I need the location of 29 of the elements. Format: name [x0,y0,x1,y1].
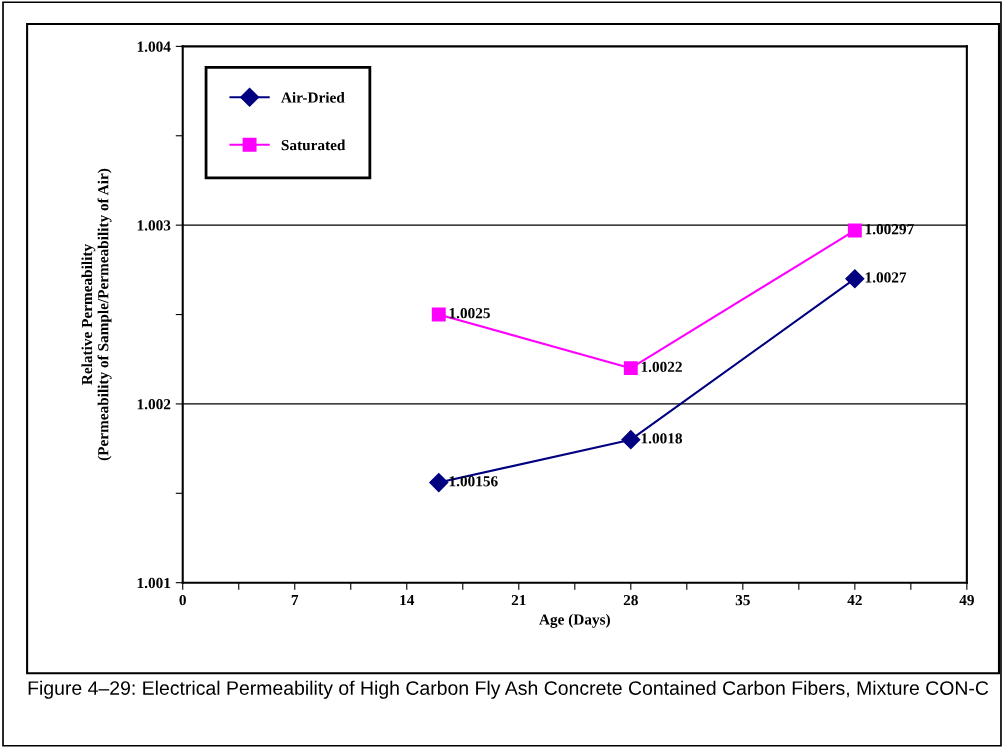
legend-label: Saturated [281,139,346,151]
x-tick-label: 21 [511,594,526,606]
legend-label: Air-Dried [281,91,345,103]
point [623,361,638,376]
data-label: 1.0027 [865,272,907,283]
data-label: 1.0022 [641,361,682,373]
x-tick-label: 28 [623,594,638,606]
x-tick-label: 0 [179,594,186,606]
caption: Figure 4–29: Electrical Permeability of High Carbon Fly Ash Concrete Contained Carbon Fibers, Mixture CON-C [28,680,989,699]
point [621,430,641,450]
y-tick-label: 1.004 [137,41,171,52]
x-tick-label: 49 [959,594,974,606]
data-label: 1.00156 [449,476,498,487]
point [845,269,865,289]
x-tick-label: 42 [847,594,862,606]
data-label: 1.00297 [865,224,914,235]
x-tick-label: 7 [291,595,299,606]
x-axis-title: Age (Days) [539,613,610,628]
data-label: 1.0025 [449,308,490,319]
y-tick-label: 1.003 [137,220,171,231]
point [431,307,446,322]
y-tick-label: 1.001 [137,577,171,589]
x-tick-label: 35 [735,594,750,606]
point [429,473,449,493]
y-tick-label: 1.002 [137,399,171,410]
point [847,223,862,238]
y-axis-title: Relative Permeability (Permeability of Sample/Permeability of Air) [81,168,112,461]
data-label: 1.0018 [641,433,683,444]
x-tick-label: 14 [400,595,415,606]
